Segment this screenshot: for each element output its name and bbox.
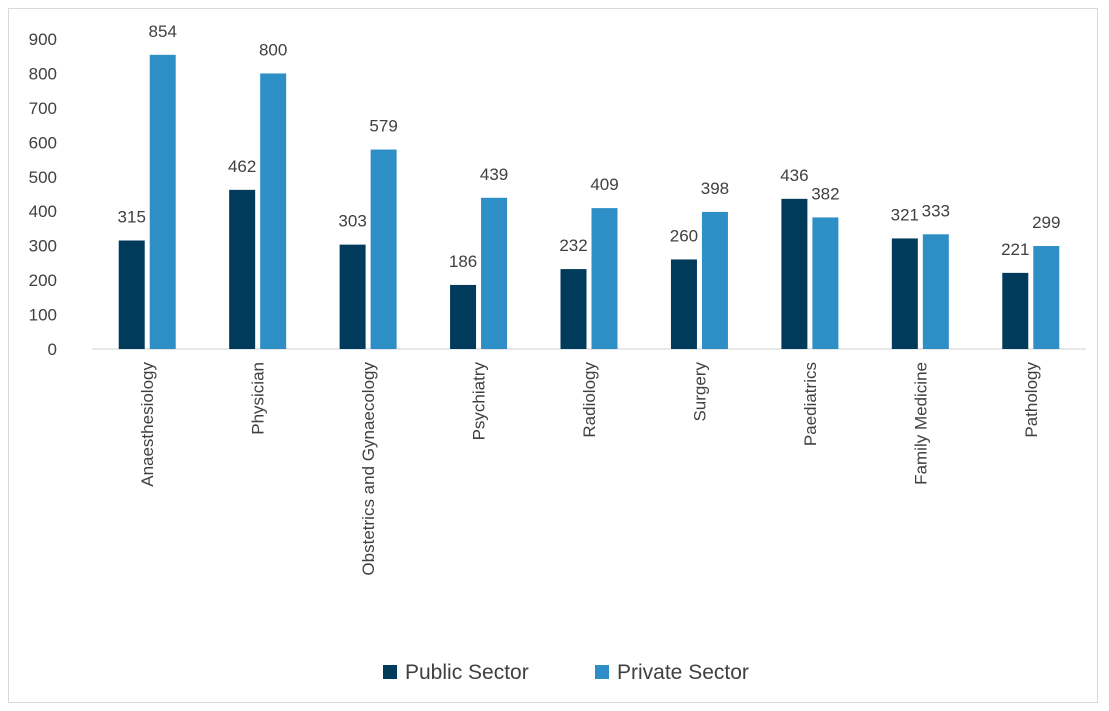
chart-frame — [8, 8, 1098, 703]
bar-public-8 — [1002, 272, 1029, 349]
category-label-8: Pathology — [1022, 362, 1041, 438]
data-label-private-5: 398 — [701, 179, 729, 198]
data-label-public-1: 462 — [228, 157, 256, 176]
bar-private-3 — [481, 197, 508, 349]
y-tick-label-4: 400 — [29, 202, 57, 221]
y-tick-label-6: 600 — [29, 133, 57, 152]
bar-public-7 — [891, 238, 918, 349]
legend-label-public: Public Sector — [405, 661, 529, 684]
data-label-private-8: 299 — [1032, 213, 1060, 232]
bar-public-5 — [670, 259, 697, 349]
legend-swatch-public — [383, 665, 397, 679]
data-label-public-7: 321 — [891, 205, 919, 224]
y-tick-label-0: 0 — [48, 340, 57, 359]
category-label-3: Psychiatry — [470, 362, 489, 441]
bar-private-5 — [701, 211, 728, 349]
bar-public-3 — [450, 284, 477, 349]
bar-private-2 — [370, 149, 397, 349]
legend-swatch-private — [595, 665, 609, 679]
bar-private-6 — [812, 217, 839, 349]
bar-private-0 — [149, 54, 176, 349]
bar-public-4 — [560, 269, 587, 349]
y-tick-label-1: 100 — [29, 306, 57, 325]
category-label-1: Physician — [249, 362, 268, 435]
data-label-private-3: 439 — [480, 165, 508, 184]
data-label-private-4: 409 — [590, 175, 618, 194]
bar-private-4 — [591, 208, 618, 349]
bar-public-1 — [229, 189, 256, 349]
y-tick-label-7: 700 — [29, 99, 57, 118]
legend-label-private: Private Sector — [617, 661, 749, 684]
category-label-6: Paediatrics — [801, 362, 820, 446]
data-label-private-0: 854 — [149, 22, 177, 41]
y-tick-label-5: 500 — [29, 168, 57, 187]
category-label-5: Surgery — [690, 362, 709, 422]
data-label-public-6: 436 — [780, 166, 808, 185]
y-tick-label-2: 200 — [29, 271, 57, 290]
data-label-public-5: 260 — [670, 226, 698, 245]
bar-public-2 — [339, 244, 366, 349]
bar-private-7 — [922, 234, 949, 349]
bar-public-0 — [118, 240, 145, 349]
data-label-public-0: 315 — [118, 208, 146, 227]
data-label-public-4: 232 — [559, 236, 587, 255]
category-label-2: Obstetrics and Gynaecology — [359, 362, 378, 576]
category-label-0: Anaesthesiology — [138, 362, 157, 487]
data-label-public-8: 221 — [1001, 240, 1029, 259]
data-label-private-7: 333 — [922, 201, 950, 220]
data-label-public-2: 303 — [338, 212, 366, 231]
data-label-public-3: 186 — [449, 252, 477, 271]
y-tick-label-8: 800 — [29, 64, 57, 83]
bar-private-8 — [1033, 246, 1060, 349]
y-tick-label-9: 900 — [29, 30, 57, 49]
category-label-7: Family Medicine — [911, 362, 930, 485]
bar-private-1 — [260, 73, 287, 349]
data-label-private-1: 800 — [259, 40, 287, 59]
y-tick-label-3: 300 — [29, 237, 57, 256]
bar-public-6 — [781, 198, 808, 349]
data-label-private-2: 579 — [369, 117, 397, 136]
category-label-4: Radiology — [580, 362, 599, 438]
data-label-private-6: 382 — [811, 184, 839, 203]
